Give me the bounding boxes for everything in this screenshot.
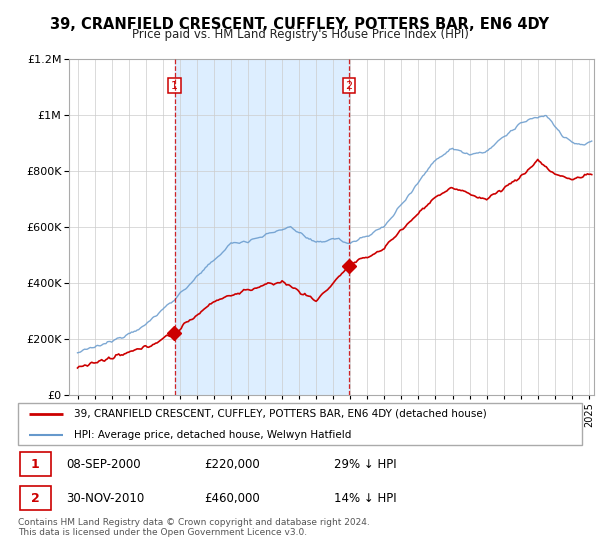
Text: 14% ↓ HPI: 14% ↓ HPI — [334, 492, 397, 505]
Text: £220,000: £220,000 — [204, 458, 260, 470]
Text: 39, CRANFIELD CRESCENT, CUFFLEY, POTTERS BAR, EN6 4DY (detached house): 39, CRANFIELD CRESCENT, CUFFLEY, POTTERS… — [74, 409, 487, 419]
Text: 30-NOV-2010: 30-NOV-2010 — [66, 492, 144, 505]
Text: 08-SEP-2000: 08-SEP-2000 — [66, 458, 140, 470]
FancyBboxPatch shape — [20, 452, 51, 477]
Text: 39, CRANFIELD CRESCENT, CUFFLEY, POTTERS BAR, EN6 4DY: 39, CRANFIELD CRESCENT, CUFFLEY, POTTERS… — [50, 17, 550, 32]
Text: 29% ↓ HPI: 29% ↓ HPI — [334, 458, 397, 470]
Text: Contains HM Land Registry data © Crown copyright and database right 2024.
This d: Contains HM Land Registry data © Crown c… — [18, 518, 370, 538]
FancyBboxPatch shape — [20, 486, 51, 511]
Text: 1: 1 — [171, 81, 178, 91]
Text: 1: 1 — [31, 458, 40, 470]
Text: £460,000: £460,000 — [204, 492, 260, 505]
Text: 2: 2 — [31, 492, 40, 505]
Text: Price paid vs. HM Land Registry's House Price Index (HPI): Price paid vs. HM Land Registry's House … — [131, 28, 469, 41]
Text: 2: 2 — [346, 81, 352, 91]
Bar — [175, 59, 349, 395]
Text: HPI: Average price, detached house, Welwyn Hatfield: HPI: Average price, detached house, Welw… — [74, 430, 352, 440]
FancyBboxPatch shape — [18, 403, 582, 445]
